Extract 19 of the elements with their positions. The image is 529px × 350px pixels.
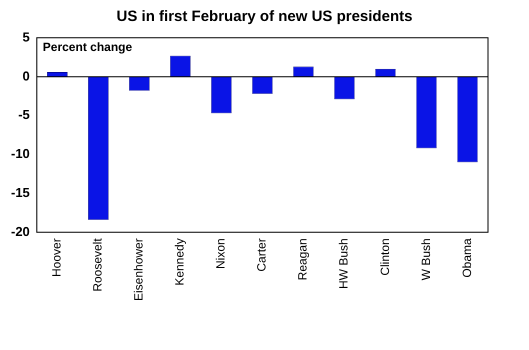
y-tick-label: -20 <box>10 224 30 239</box>
x-tick-label: Carter <box>254 238 269 272</box>
x-tick-label: Clinton <box>378 238 392 276</box>
y-axis-title: Percent change <box>42 40 132 54</box>
x-tick-label: Nixon <box>214 238 228 269</box>
x-tick-label: Kennedy <box>172 238 187 286</box>
x-tick-label: Eisenhower <box>132 238 146 301</box>
y-tick-label: -5 <box>18 107 30 122</box>
x-tick-label: Reagan <box>296 238 310 280</box>
x-tick-label: Obama <box>460 238 474 278</box>
y-tick-label: -10 <box>10 146 30 162</box>
x-tick-label: W Bush <box>418 238 433 280</box>
x-tick-label: HW Bush <box>336 238 351 289</box>
y-tick-label: 5 <box>22 29 30 44</box>
x-tick-label: Roosevelt <box>90 238 105 292</box>
x-tick-label: Hoover <box>50 238 64 277</box>
chart-title: US in first February of new US presidents <box>116 8 414 25</box>
y-tick-label: -15 <box>10 184 30 200</box>
y-tick-label: 0 <box>22 68 30 84</box>
